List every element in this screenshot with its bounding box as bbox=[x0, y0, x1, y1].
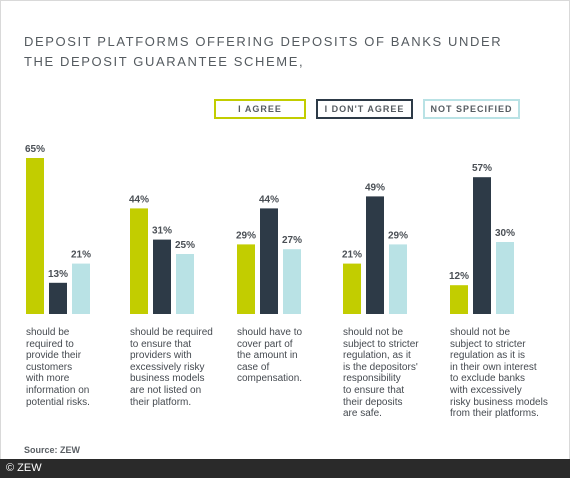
category-label-line: providers with bbox=[130, 350, 192, 362]
category-label-1: should be required to provide their custome… bbox=[26, 327, 136, 408]
category-label-line: is the depositors' bbox=[343, 361, 418, 373]
bar-agree-2 bbox=[130, 208, 148, 314]
category-label-line: to exclude banks bbox=[450, 373, 526, 385]
bar-disagree-5 bbox=[473, 177, 491, 314]
category-label-line: customers bbox=[26, 361, 73, 373]
category-label-line: should not be bbox=[450, 327, 511, 338]
category-label-line: subject to stricter bbox=[343, 338, 419, 350]
category-label-4: should not be subject to stricter regulati… bbox=[343, 327, 453, 420]
category-label-line: information on bbox=[26, 384, 90, 396]
category-label-line: cover part of bbox=[237, 338, 293, 350]
bar-disagree-2 bbox=[153, 239, 171, 314]
category-label-line: responsibility bbox=[343, 373, 401, 385]
bar-disagree-4 bbox=[366, 196, 384, 314]
category-label-line: with more bbox=[26, 373, 70, 385]
category-label-line: in their own interest bbox=[450, 361, 537, 373]
category-label-line: business models bbox=[130, 373, 205, 385]
data-label-not-specified-5: 30% bbox=[495, 228, 515, 239]
category-label-line: subject to stricter bbox=[450, 338, 526, 350]
category-label-line: the amount in bbox=[237, 350, 298, 362]
legend-not-specified: NOT SPECIFIED bbox=[423, 99, 520, 119]
category-label-line: regulation as it is bbox=[450, 350, 526, 362]
chart-title: DEPOSIT PLATFORMS OFFERING DEPOSITS OF B… bbox=[24, 32, 544, 72]
category-label-line: excessively risky bbox=[130, 361, 205, 373]
data-label-not-specified-4: 29% bbox=[388, 230, 408, 241]
bar-agree-5 bbox=[450, 285, 468, 314]
category-label-5: should not be subject to stricter regulati… bbox=[450, 327, 560, 420]
data-label-disagree-3: 44% bbox=[259, 194, 279, 205]
category-label-line: their platform. bbox=[130, 396, 192, 408]
bar-not-specified-3 bbox=[283, 249, 301, 314]
legend-disagree: I DON'T AGREE bbox=[316, 99, 413, 119]
category-label-2: should be required to ensure that provider… bbox=[130, 327, 240, 408]
data-label-agree-1: 65% bbox=[25, 144, 45, 155]
data-label-disagree-1: 13% bbox=[48, 269, 68, 280]
category-label-line: are not listed on bbox=[130, 384, 202, 396]
data-label-agree-5: 12% bbox=[449, 271, 469, 282]
data-label-agree-3: 29% bbox=[236, 230, 256, 241]
bar-not-specified-5 bbox=[496, 242, 514, 314]
source-note: Source: ZEW bbox=[24, 445, 81, 455]
copyright-footer: © ZEW bbox=[0, 459, 570, 478]
data-label-disagree-2: 31% bbox=[152, 226, 172, 237]
title-line-1: DEPOSIT PLATFORMS OFFERING DEPOSITS OF B… bbox=[24, 34, 503, 49]
category-label-line: required to bbox=[26, 338, 74, 350]
data-label-not-specified-3: 27% bbox=[282, 235, 302, 246]
category-label-3: should have to cover part of the amount in… bbox=[237, 327, 347, 385]
data-label-not-specified-1: 21% bbox=[71, 250, 91, 261]
bar-disagree-1 bbox=[49, 282, 67, 314]
bar-not-specified-2 bbox=[176, 254, 194, 314]
bar-disagree-3 bbox=[260, 208, 278, 314]
bar-agree-4 bbox=[343, 263, 361, 314]
category-label-line: potential risks. bbox=[26, 396, 90, 408]
data-label-disagree-4: 49% bbox=[365, 182, 385, 193]
data-label-not-specified-2: 25% bbox=[175, 240, 195, 251]
category-label-line: are safe. bbox=[343, 408, 382, 420]
data-label-agree-4: 21% bbox=[342, 250, 362, 261]
category-label-line: with excessively bbox=[450, 384, 522, 396]
legend: I AGREE I DON'T AGREE NOT SPECIFIED bbox=[0, 99, 570, 123]
bar-chart: 65%13%21%44%31%25%29%44%27%21%49%29%12%5… bbox=[25, 144, 515, 314]
legend-agree: I AGREE bbox=[214, 99, 306, 119]
category-label-line: should have to bbox=[237, 327, 303, 338]
category-label-line: compensation. bbox=[237, 373, 303, 385]
title-line-2: THE DEPOSIT GUARANTEE SCHEME, bbox=[24, 54, 305, 69]
bar-agree-1 bbox=[26, 158, 44, 314]
data-label-disagree-5: 57% bbox=[472, 163, 492, 174]
category-label-line: to ensure that bbox=[130, 338, 192, 350]
data-label-agree-2: 44% bbox=[129, 194, 149, 205]
bar-not-specified-4 bbox=[389, 244, 407, 314]
bar-agree-3 bbox=[237, 244, 255, 314]
bar-not-specified-1 bbox=[72, 263, 90, 314]
category-label-line: case of bbox=[237, 361, 270, 373]
category-label-line: to ensure that bbox=[343, 384, 405, 396]
category-label-line: from their platforms. bbox=[450, 408, 539, 420]
category-label-line: their deposits bbox=[343, 396, 403, 408]
category-label-line: should be bbox=[26, 327, 70, 338]
category-label-line: risky business models bbox=[450, 396, 548, 408]
category-label-line: should not be bbox=[343, 327, 404, 338]
category-label-line: provide their bbox=[26, 350, 82, 362]
category-label-line: should be required bbox=[130, 327, 213, 338]
category-label-line: regulation, as it bbox=[343, 350, 411, 362]
